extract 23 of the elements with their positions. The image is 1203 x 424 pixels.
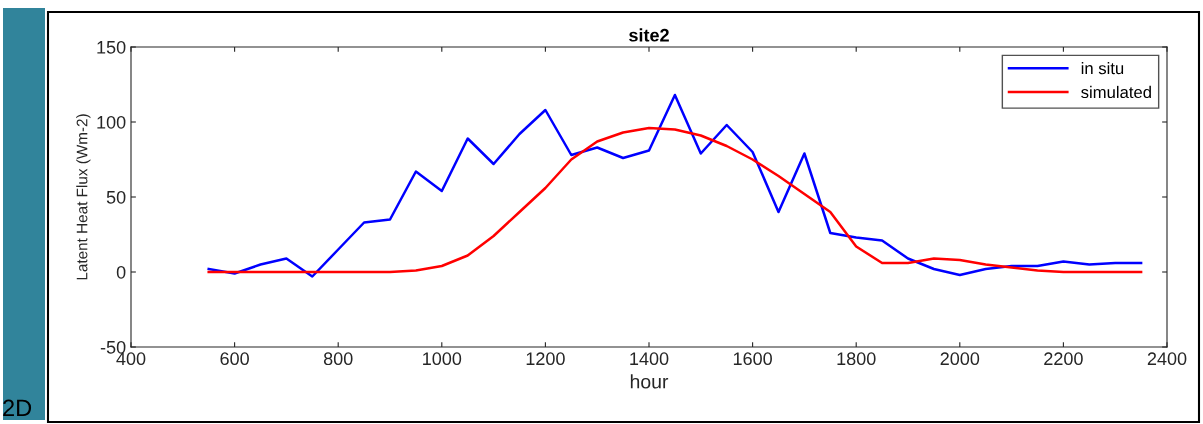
x-tick-label: 400	[116, 352, 146, 366]
chart-title: site2	[629, 28, 669, 42]
x-tick-label: 1400	[630, 352, 669, 366]
x-tick-label: 800	[323, 352, 353, 366]
x-tick-label: 2400	[1147, 352, 1187, 366]
x-tick-label: 1200	[526, 352, 565, 366]
x-tick-label: 1800	[837, 352, 876, 366]
line-series	[207, 126, 1143, 274]
x-tick-label: 2000	[940, 352, 980, 366]
y-tick-label: -50	[100, 340, 126, 354]
x-tick-label: 2200	[1044, 352, 1083, 366]
x-tick-label: 600	[220, 352, 249, 366]
y-tick-label: 0	[116, 265, 126, 279]
text: 2D	[3, 399, 32, 417]
legend-label: simulated	[1081, 85, 1151, 99]
x-axis-title: hour	[630, 374, 669, 389]
y-tick-label: 150	[97, 40, 126, 54]
x-tick-label: 1600	[733, 352, 772, 366]
y-axis-title: Latent Heat Flux (Wm-2)	[76, 114, 91, 280]
legend-label: in situ	[1081, 62, 1124, 75]
x-tick-label: 1000	[423, 352, 462, 366]
y-tick-label: 100	[97, 115, 126, 129]
y-tick-label: 50	[106, 190, 126, 204]
